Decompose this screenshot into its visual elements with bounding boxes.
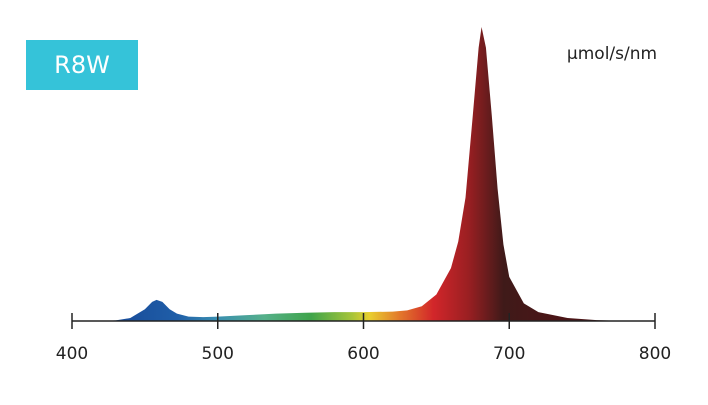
spectrum-area	[101, 27, 626, 321]
unit-label: µmol/s/nm	[567, 44, 657, 64]
badge	[26, 40, 138, 90]
x-tick-label: 400	[56, 344, 88, 364]
badge-label: R8W	[54, 51, 110, 79]
x-tick-label: 600	[347, 344, 379, 364]
x-tick-label: 800	[639, 344, 671, 364]
x-tick-label: 500	[202, 344, 234, 364]
x-tick-label: 700	[493, 344, 525, 364]
